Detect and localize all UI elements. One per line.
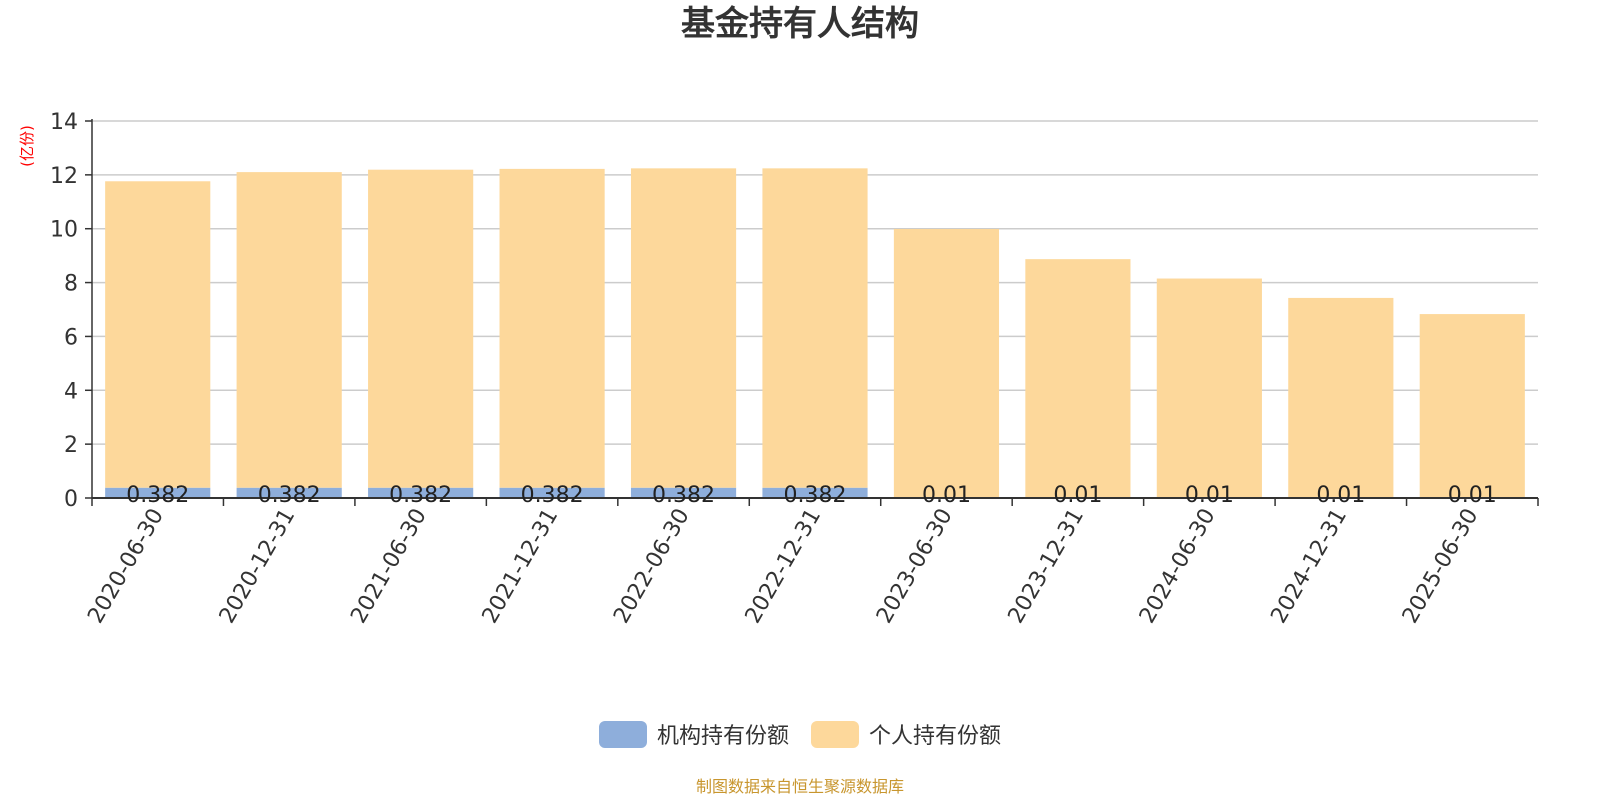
bar-individual — [1025, 259, 1131, 498]
legend-label-individual: 个人持有份额 — [869, 724, 1002, 749]
y-tick-label: 12 — [50, 164, 78, 189]
source-note: 制图数据来自恒生聚源数据库 — [695, 777, 904, 796]
bar-individual — [105, 181, 211, 488]
bar-individual — [630, 168, 737, 488]
legend-item-institution[interactable]: 机构持有份额 — [598, 718, 789, 750]
legend-swatch-individual — [811, 720, 859, 748]
y-tick-label: 14 — [50, 110, 78, 135]
data-label-institution: 0.01 — [1053, 483, 1102, 508]
data-label-institution: 0.01 — [1316, 483, 1365, 508]
data-label-institution: 0.01 — [1448, 483, 1497, 508]
y-tick-label: 4 — [64, 379, 78, 404]
y-tick-label: 0 — [64, 487, 78, 512]
bar-individual — [236, 172, 342, 488]
data-label-institution: 0.382 — [126, 483, 189, 508]
data-label-institution: 0.382 — [521, 483, 584, 508]
x-tick-label: 2025-06-30 — [1398, 505, 1484, 628]
chart-title: 基金持有人结构 — [681, 4, 919, 44]
x-tick-label: 2021-06-30 — [346, 505, 432, 628]
data-label-institution: 0.382 — [258, 483, 321, 508]
bar-individual — [499, 168, 605, 488]
y-axis-unit-label: (亿份) — [18, 125, 36, 167]
x-tick-label: 2023-06-30 — [872, 505, 958, 628]
legend-swatch-institution — [598, 720, 647, 748]
bar-individual — [762, 168, 868, 488]
bar-institution — [368, 487, 474, 498]
x-tick-label: 2021-12-31 — [478, 505, 564, 628]
bar-institution — [105, 487, 211, 498]
data-label-institution: 0.382 — [389, 483, 452, 508]
bar-individual — [1288, 297, 1394, 498]
x-tick-label: 2020-12-31 — [215, 505, 301, 628]
data-label-institution: 0.382 — [652, 483, 715, 508]
bar-institution — [630, 487, 737, 498]
y-tick-label: 8 — [64, 272, 78, 297]
bar-individual — [1156, 278, 1262, 498]
x-tick-label: 2024-06-30 — [1135, 505, 1221, 628]
bar-individual — [368, 169, 474, 488]
bar-individual — [1419, 314, 1525, 498]
bar-institution — [762, 487, 868, 498]
x-tick-label: 2022-06-30 — [609, 505, 695, 628]
data-label-institution: 0.01 — [1185, 483, 1234, 508]
y-tick-label: 10 — [50, 218, 78, 243]
bar-individual — [893, 228, 1000, 498]
bar-institution — [236, 487, 342, 498]
x-tick-label: 2023-12-31 — [1004, 505, 1090, 628]
x-tick-label: 2024-12-31 — [1266, 505, 1352, 628]
x-tick-label: 2022-12-31 — [741, 505, 827, 628]
bars — [105, 168, 1525, 498]
legend: 机构持有份额 个人持有份额 — [0, 718, 1600, 750]
x-tick-label: 2020-06-30 — [83, 505, 169, 628]
y-tick-label: 6 — [64, 325, 78, 350]
data-label-institution: 0.01 — [922, 483, 971, 508]
y-tick-label: 2 — [64, 433, 78, 458]
bar-institution — [499, 487, 605, 498]
legend-item-individual[interactable]: 个人持有份额 — [811, 718, 1001, 750]
data-label-institution: 0.382 — [784, 483, 847, 508]
legend-label-institution: 机构持有份额 — [656, 724, 789, 749]
